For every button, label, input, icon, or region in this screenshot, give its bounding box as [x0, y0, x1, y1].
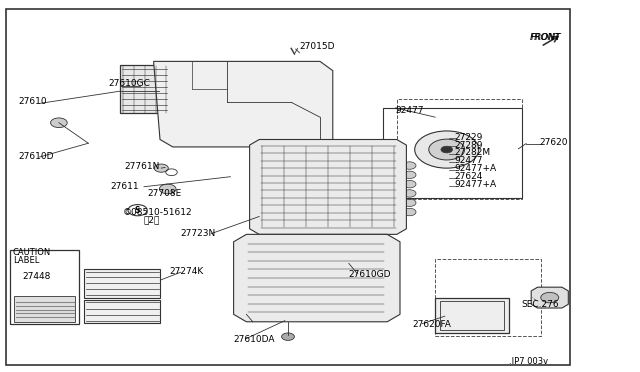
Text: 27708E: 27708E	[147, 189, 182, 198]
Circle shape	[282, 333, 294, 340]
Circle shape	[403, 190, 416, 197]
Text: 27610: 27610	[18, 97, 47, 106]
Text: 27015D: 27015D	[300, 42, 335, 51]
Bar	[440, 301, 504, 330]
Circle shape	[429, 139, 465, 160]
Text: 27761N: 27761N	[125, 162, 160, 171]
Polygon shape	[250, 140, 406, 234]
Bar	[383, 108, 522, 198]
Text: 27229: 27229	[454, 133, 483, 142]
Text: ©08510-51612: ©08510-51612	[123, 208, 193, 217]
Circle shape	[403, 162, 416, 169]
Bar	[10, 250, 79, 324]
Text: SEC.276: SEC.276	[522, 300, 559, 309]
Text: 27620: 27620	[539, 138, 568, 147]
Bar	[397, 99, 522, 199]
Text: （2）: （2）	[144, 215, 161, 224]
Text: 27610D: 27610D	[18, 152, 53, 161]
Bar	[6, 9, 570, 365]
Text: LABEL: LABEL	[13, 256, 39, 265]
Text: 92477: 92477	[454, 156, 483, 165]
Circle shape	[154, 164, 168, 172]
Text: .IP7 003v: .IP7 003v	[509, 357, 548, 366]
Text: 27289: 27289	[454, 141, 483, 150]
Text: 27610GC: 27610GC	[109, 79, 150, 88]
Text: 27282M: 27282M	[454, 148, 490, 157]
Text: 27610GD: 27610GD	[349, 270, 391, 279]
Circle shape	[159, 184, 176, 194]
Circle shape	[325, 270, 353, 286]
Bar	[14, 296, 75, 322]
Text: 92477+A: 92477+A	[454, 180, 497, 189]
Circle shape	[441, 146, 452, 153]
Text: 27610DA: 27610DA	[234, 335, 275, 344]
Text: 27448: 27448	[22, 272, 51, 280]
Bar	[435, 298, 509, 333]
Text: 92477+A: 92477+A	[454, 164, 497, 173]
Polygon shape	[154, 61, 333, 147]
Bar	[120, 65, 168, 113]
Circle shape	[403, 180, 416, 188]
Text: S: S	[135, 206, 140, 215]
Circle shape	[541, 292, 559, 303]
Bar	[84, 300, 160, 323]
Text: FRONT: FRONT	[531, 33, 562, 42]
Bar	[435, 259, 541, 336]
Text: FRONT: FRONT	[530, 33, 561, 42]
Text: 27274K: 27274K	[170, 267, 204, 276]
Circle shape	[403, 199, 416, 206]
Circle shape	[51, 118, 67, 128]
Polygon shape	[531, 287, 568, 308]
Circle shape	[403, 208, 416, 216]
Bar	[84, 269, 160, 298]
Text: 27620FA: 27620FA	[413, 320, 452, 329]
Circle shape	[415, 131, 479, 168]
Text: 92477: 92477	[396, 106, 424, 115]
Text: 27723N: 27723N	[180, 229, 216, 238]
Circle shape	[403, 171, 416, 179]
Text: 27611: 27611	[110, 182, 139, 190]
Text: 27624: 27624	[454, 172, 483, 181]
Polygon shape	[234, 234, 400, 322]
Text: CAUTION: CAUTION	[13, 248, 51, 257]
